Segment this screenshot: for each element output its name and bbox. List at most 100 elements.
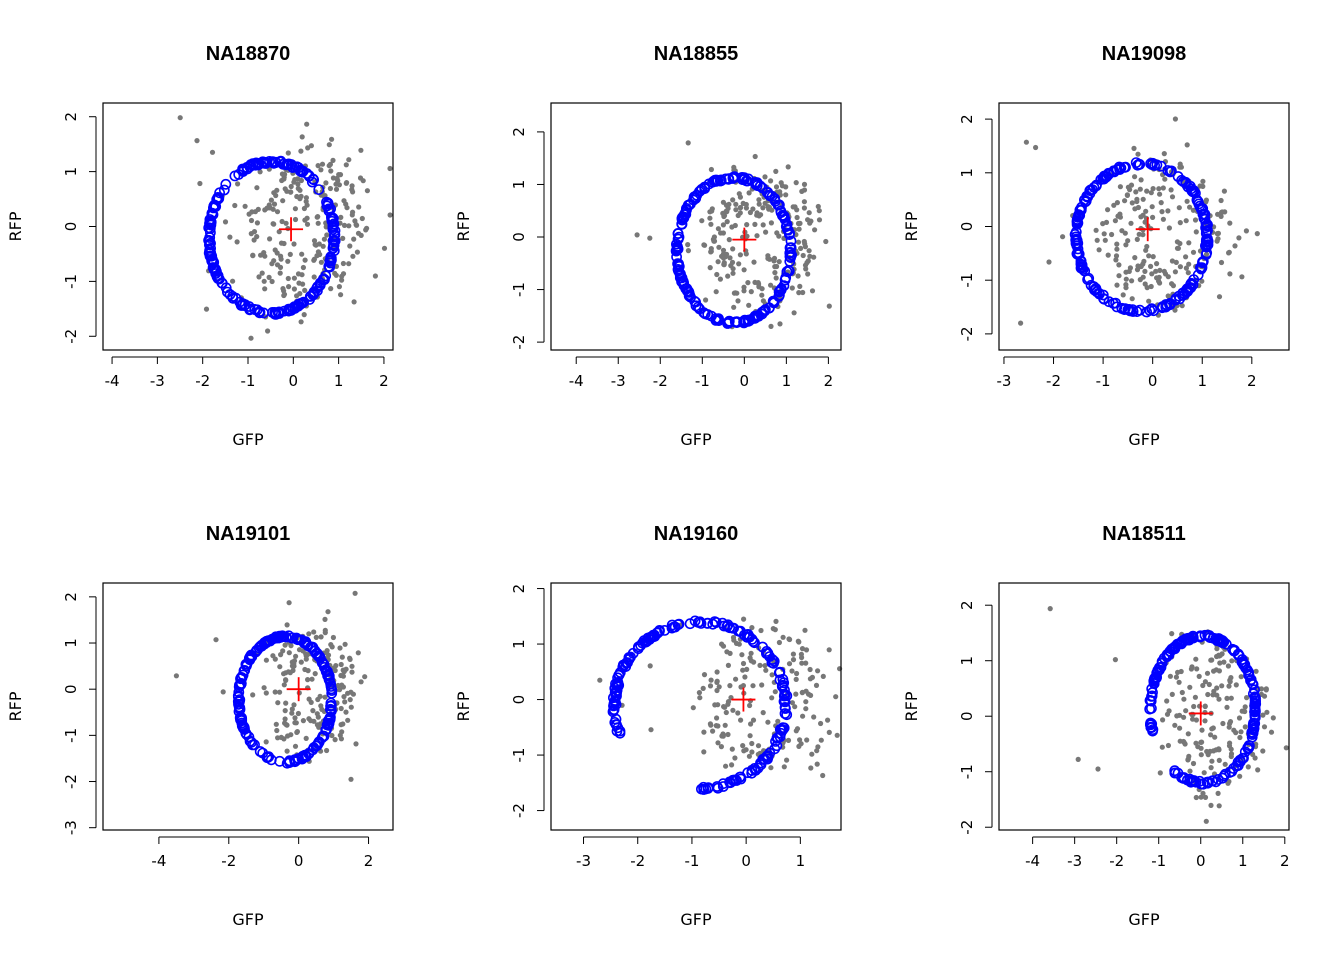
fit-circle-marker bbox=[305, 290, 317, 302]
data-point bbox=[1094, 237, 1100, 243]
data-point bbox=[1156, 186, 1162, 192]
data-point bbox=[769, 672, 775, 678]
data-point bbox=[732, 755, 738, 761]
data-point bbox=[820, 772, 826, 779]
fit-circle-marker bbox=[676, 276, 687, 288]
fit-circle-marker bbox=[614, 727, 626, 739]
data-point bbox=[833, 694, 839, 700]
data-point bbox=[272, 247, 278, 253]
data-point bbox=[292, 206, 298, 212]
fit-circle-marker bbox=[1144, 304, 1156, 316]
data-point bbox=[304, 221, 311, 227]
data-point bbox=[720, 643, 727, 649]
data-point bbox=[1137, 186, 1143, 192]
data-point bbox=[811, 714, 817, 720]
data-point bbox=[293, 653, 299, 659]
data-point bbox=[723, 763, 729, 769]
data-point bbox=[343, 666, 349, 672]
data-point bbox=[790, 657, 797, 663]
fit-circle-marker bbox=[1146, 718, 1158, 730]
fit-circle-marker bbox=[750, 178, 762, 190]
data-point bbox=[786, 636, 792, 642]
data-point bbox=[725, 205, 731, 211]
fit-circle-marker bbox=[684, 618, 696, 630]
data-point bbox=[729, 762, 735, 768]
data-point bbox=[1222, 761, 1228, 767]
data-point bbox=[281, 682, 287, 688]
data-point bbox=[1199, 739, 1205, 745]
data-point bbox=[634, 232, 640, 238]
data-point bbox=[330, 634, 336, 641]
data-point bbox=[1046, 259, 1052, 265]
plot-frame bbox=[102, 582, 394, 831]
data-point bbox=[783, 192, 789, 198]
data-point bbox=[303, 735, 309, 742]
data-point bbox=[721, 260, 727, 266]
data-point bbox=[1134, 236, 1140, 242]
fit-circle-marker bbox=[751, 311, 763, 323]
data-point bbox=[209, 149, 216, 155]
fit-circle-marker bbox=[608, 699, 620, 711]
x-tick-label: -3 bbox=[996, 372, 1011, 390]
data-point bbox=[304, 121, 310, 127]
data-point bbox=[291, 275, 297, 281]
data-point bbox=[760, 205, 766, 211]
data-point bbox=[759, 292, 765, 298]
fit-circle-marker bbox=[232, 690, 244, 702]
data-point bbox=[284, 748, 290, 754]
fit-circle-marker bbox=[327, 235, 339, 246]
x-tick-label: 2 bbox=[364, 852, 374, 870]
data-point bbox=[796, 639, 802, 645]
data-point bbox=[1202, 794, 1209, 801]
data-point bbox=[342, 699, 348, 705]
data-point bbox=[1198, 794, 1204, 800]
fit-circle-marker bbox=[327, 213, 339, 225]
data-point bbox=[1115, 213, 1121, 219]
data-point bbox=[748, 289, 754, 295]
data-point bbox=[259, 270, 265, 276]
data-point bbox=[760, 710, 766, 716]
data-point bbox=[1187, 684, 1193, 690]
data-point bbox=[818, 720, 824, 727]
data-point bbox=[351, 236, 357, 242]
data-point bbox=[803, 660, 809, 666]
data-point bbox=[269, 278, 275, 285]
x-tick-label: -2 bbox=[195, 372, 210, 390]
fit-circle-marker bbox=[1201, 219, 1213, 231]
data-point bbox=[780, 634, 786, 640]
fit-circle-marker bbox=[257, 747, 269, 759]
fit-circle-marker bbox=[295, 298, 307, 310]
y-axis-label: RFP bbox=[454, 691, 473, 721]
fit-circle-marker bbox=[1166, 165, 1177, 177]
data-point bbox=[1185, 270, 1191, 276]
x-tick-label: -4 bbox=[151, 852, 166, 870]
x-axis-label: GFP bbox=[680, 910, 712, 929]
data-point bbox=[803, 688, 809, 694]
data-point bbox=[283, 700, 289, 706]
data-point bbox=[730, 197, 736, 203]
data-point bbox=[1132, 174, 1138, 180]
data-point bbox=[272, 689, 278, 695]
fit-circle-marker bbox=[230, 292, 242, 304]
data-point bbox=[1226, 250, 1232, 256]
data-point bbox=[806, 210, 812, 216]
data-point bbox=[318, 167, 324, 173]
data-point bbox=[285, 258, 291, 264]
x-tick-label: 2 bbox=[379, 372, 389, 390]
fit-circle-marker bbox=[1115, 162, 1127, 174]
data-point bbox=[278, 652, 284, 658]
data-point bbox=[343, 162, 349, 168]
data-point bbox=[729, 259, 736, 265]
panel-title: NA19101 bbox=[206, 523, 291, 545]
data-point bbox=[358, 679, 364, 685]
data-point bbox=[796, 290, 802, 296]
data-point bbox=[1160, 216, 1166, 222]
data-point bbox=[740, 683, 747, 689]
fit-circle-marker bbox=[1195, 630, 1206, 642]
data-point bbox=[292, 743, 299, 749]
y-tick-label: 2 bbox=[62, 592, 80, 602]
data-point bbox=[1172, 269, 1178, 275]
data-point bbox=[263, 657, 269, 663]
data-point bbox=[750, 683, 756, 689]
data-point bbox=[697, 695, 703, 701]
